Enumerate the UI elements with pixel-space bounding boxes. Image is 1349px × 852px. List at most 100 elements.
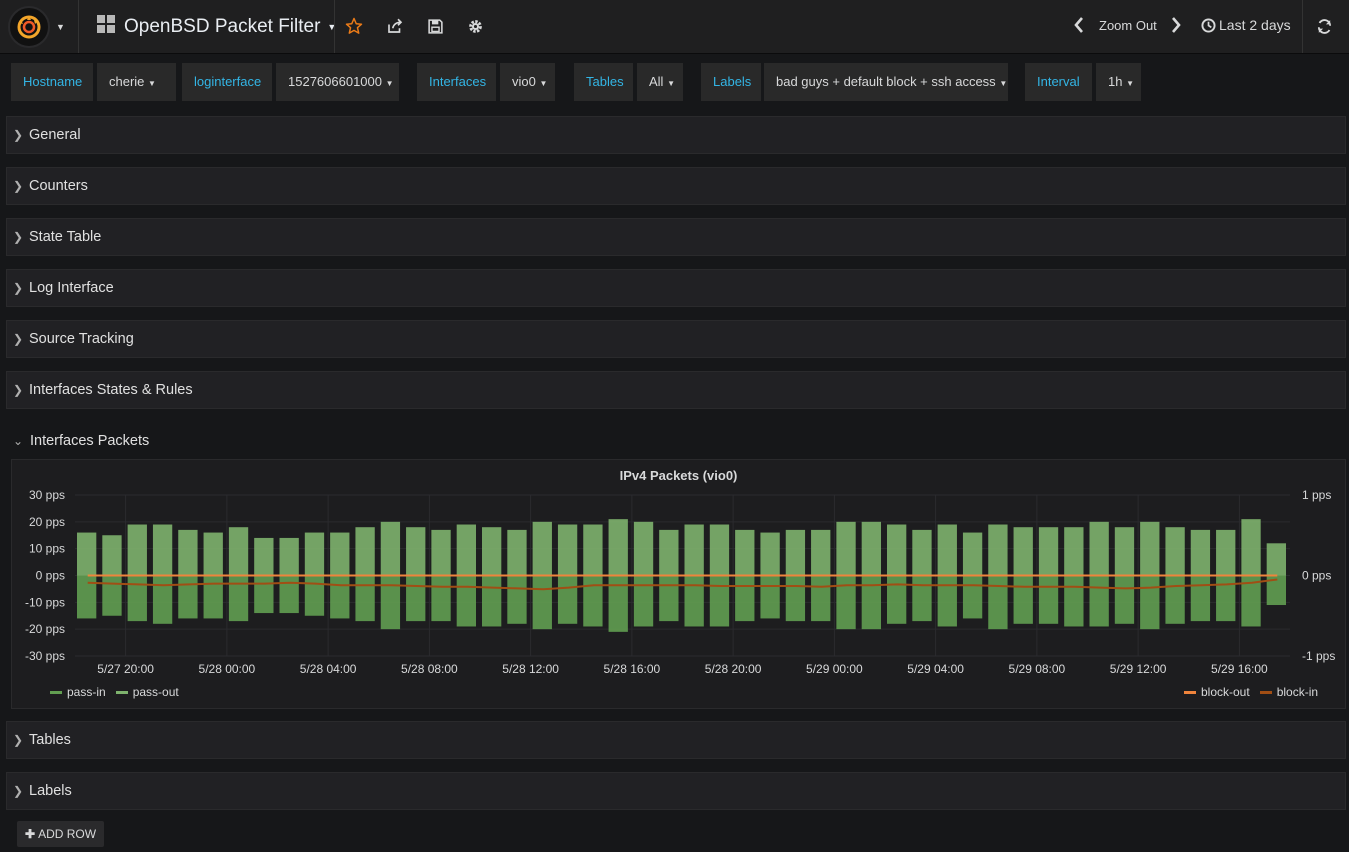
y2-tick-label: 0 pps: [1302, 569, 1331, 583]
y-tick-label: 0 pps: [36, 569, 65, 583]
refresh-icon[interactable]: [1312, 14, 1336, 38]
row-tables[interactable]: ❯ Tables: [6, 721, 1346, 759]
variable-select-loginterface[interactable]: 1527606601000 ▼: [276, 63, 399, 101]
bar-pass-in: [735, 575, 755, 622]
zoom-out-button[interactable]: Zoom Out: [1099, 18, 1157, 33]
bar-pass-in: [1140, 575, 1160, 630]
bar-pass-in: [1038, 575, 1059, 624]
variable-label-loginterface: loginterface: [182, 63, 272, 101]
variable-select-tables[interactable]: All ▼: [637, 63, 683, 101]
row-general[interactable]: ❯ General: [6, 116, 1346, 154]
variable-select-hostname[interactable]: cherie ▼: [97, 63, 176, 101]
caret-down-icon: ▼: [385, 79, 394, 88]
row-log-interface[interactable]: ❯ Log Interface: [6, 269, 1346, 307]
time-back-button[interactable]: [1073, 16, 1085, 34]
bar-pass-out: [1038, 527, 1059, 576]
grafana-menu-button[interactable]: ▼: [8, 6, 72, 48]
bar-pass-out: [1114, 527, 1135, 576]
bar-pass-in: [1241, 575, 1261, 627]
gear-icon[interactable]: [463, 14, 487, 38]
clock-icon: [1201, 17, 1216, 33]
bar-pass-out: [760, 532, 780, 576]
bar-pass-in: [760, 575, 780, 619]
chevron-right-icon: ❯: [12, 383, 24, 397]
bar-pass-out: [1064, 527, 1084, 576]
variable-label-hostname: Hostname: [11, 63, 93, 101]
panel-title[interactable]: IPv4 Packets (vio0): [619, 468, 738, 483]
bar-pass-out: [532, 521, 552, 576]
chevron-right-icon: ❯: [12, 332, 24, 346]
row-interfaces-packets[interactable]: ⌄ Interfaces Packets: [6, 430, 1346, 452]
bar-pass-out: [482, 527, 502, 576]
bar-pass-in: [861, 575, 881, 630]
bar-pass-in: [1013, 575, 1033, 624]
bar-pass-out: [203, 532, 223, 576]
legend-item-pass-in[interactable]: pass-in: [67, 685, 106, 699]
bar-pass-out: [1241, 519, 1261, 576]
row-source-tracking[interactable]: ❯ Source Tracking: [6, 320, 1346, 358]
row-title: Source Tracking: [29, 331, 134, 347]
x-tick-label: 5/28 12:00: [502, 662, 559, 676]
bar-pass-in: [912, 575, 932, 622]
bar-pass-out: [406, 527, 426, 576]
graph-panel[interactable]: IPv4 Packets (vio0) 30 pps 20 pps 10 pps 0 …: [11, 459, 1346, 709]
bar-pass-in: [633, 575, 654, 627]
variable-select-labels[interactable]: bad guys + default block + ssh access ▼: [764, 63, 1008, 101]
add-row-button[interactable]: ✚ ADD ROW: [17, 821, 105, 847]
x-tick-label: 5/29 04:00: [907, 662, 964, 676]
bar-pass-out: [659, 529, 679, 576]
bar-pass-in: [1114, 575, 1135, 624]
bar-pass-out: [127, 524, 147, 576]
bar-pass-in: [1216, 575, 1236, 622]
caret-down-icon: ▼: [999, 79, 1008, 88]
chevron-right-icon: ❯: [12, 784, 24, 798]
bar-pass-in: [355, 575, 375, 622]
save-icon[interactable]: [423, 14, 447, 38]
bar-pass-out: [988, 524, 1008, 576]
bar-pass-out: [709, 524, 730, 576]
bar-pass-out: [178, 529, 198, 576]
y-tick-label: 20 pps: [29, 515, 65, 529]
row-title: Tables: [29, 732, 71, 748]
row-counters[interactable]: ❯ Counters: [6, 167, 1346, 205]
bar-pass-out: [380, 521, 401, 576]
bar-pass-out: [102, 535, 122, 576]
bar-pass-out: [355, 527, 375, 576]
bar-pass-in: [962, 575, 983, 619]
legend-item-block-in[interactable]: block-in: [1276, 685, 1319, 699]
row-interfaces-states-rules[interactable]: ❯ Interfaces States & Rules: [6, 371, 1346, 409]
legend-swatch: [115, 690, 128, 694]
caret-down-icon: ▼: [327, 22, 337, 32]
bar-pass-in: [304, 575, 325, 616]
variable-label-labels: Labels: [701, 63, 761, 101]
share-icon[interactable]: [383, 14, 407, 38]
dashboard-grid-icon: [96, 14, 116, 40]
y-tick-label: -30 pps: [25, 649, 65, 663]
bar-pass-out: [1266, 543, 1286, 576]
legend-item-pass-out[interactable]: pass-out: [132, 685, 179, 699]
bar-pass-in: [279, 575, 299, 614]
row-labels[interactable]: ❯ Labels: [6, 772, 1346, 810]
bar-pass-out: [279, 537, 299, 576]
dashboard-title-button[interactable]: OpenBSD Packet Filter ▼: [86, 8, 346, 46]
legend-swatch: [50, 690, 62, 694]
bar-pass-out: [304, 532, 325, 576]
bar-pass-out: [254, 537, 274, 576]
time-range-picker[interactable]: Last 2 days: [1201, 17, 1291, 33]
y2-tick-label: 1 pps: [1302, 488, 1331, 502]
caret-down-icon: ▼: [667, 79, 675, 88]
row-state-table[interactable]: ❯ State Table: [6, 218, 1346, 256]
chevron-right-icon: ❯: [12, 128, 24, 142]
bar-pass-out: [785, 529, 806, 576]
time-forward-button[interactable]: [1170, 16, 1182, 34]
bar-pass-out: [937, 524, 957, 576]
chevron-left-icon: [1074, 17, 1083, 33]
bar-pass-in: [937, 575, 957, 627]
variable-value: 1527606601000: [288, 74, 382, 89]
bar-pass-in: [1190, 575, 1211, 622]
legend-item-block-out[interactable]: block-out: [1201, 685, 1250, 699]
variable-select-interfaces[interactable]: vio0 ▼: [500, 63, 555, 101]
variable-select-interval[interactable]: 1h ▼: [1096, 63, 1141, 101]
bar-pass-in: [178, 575, 198, 619]
star-icon[interactable]: [342, 14, 366, 38]
